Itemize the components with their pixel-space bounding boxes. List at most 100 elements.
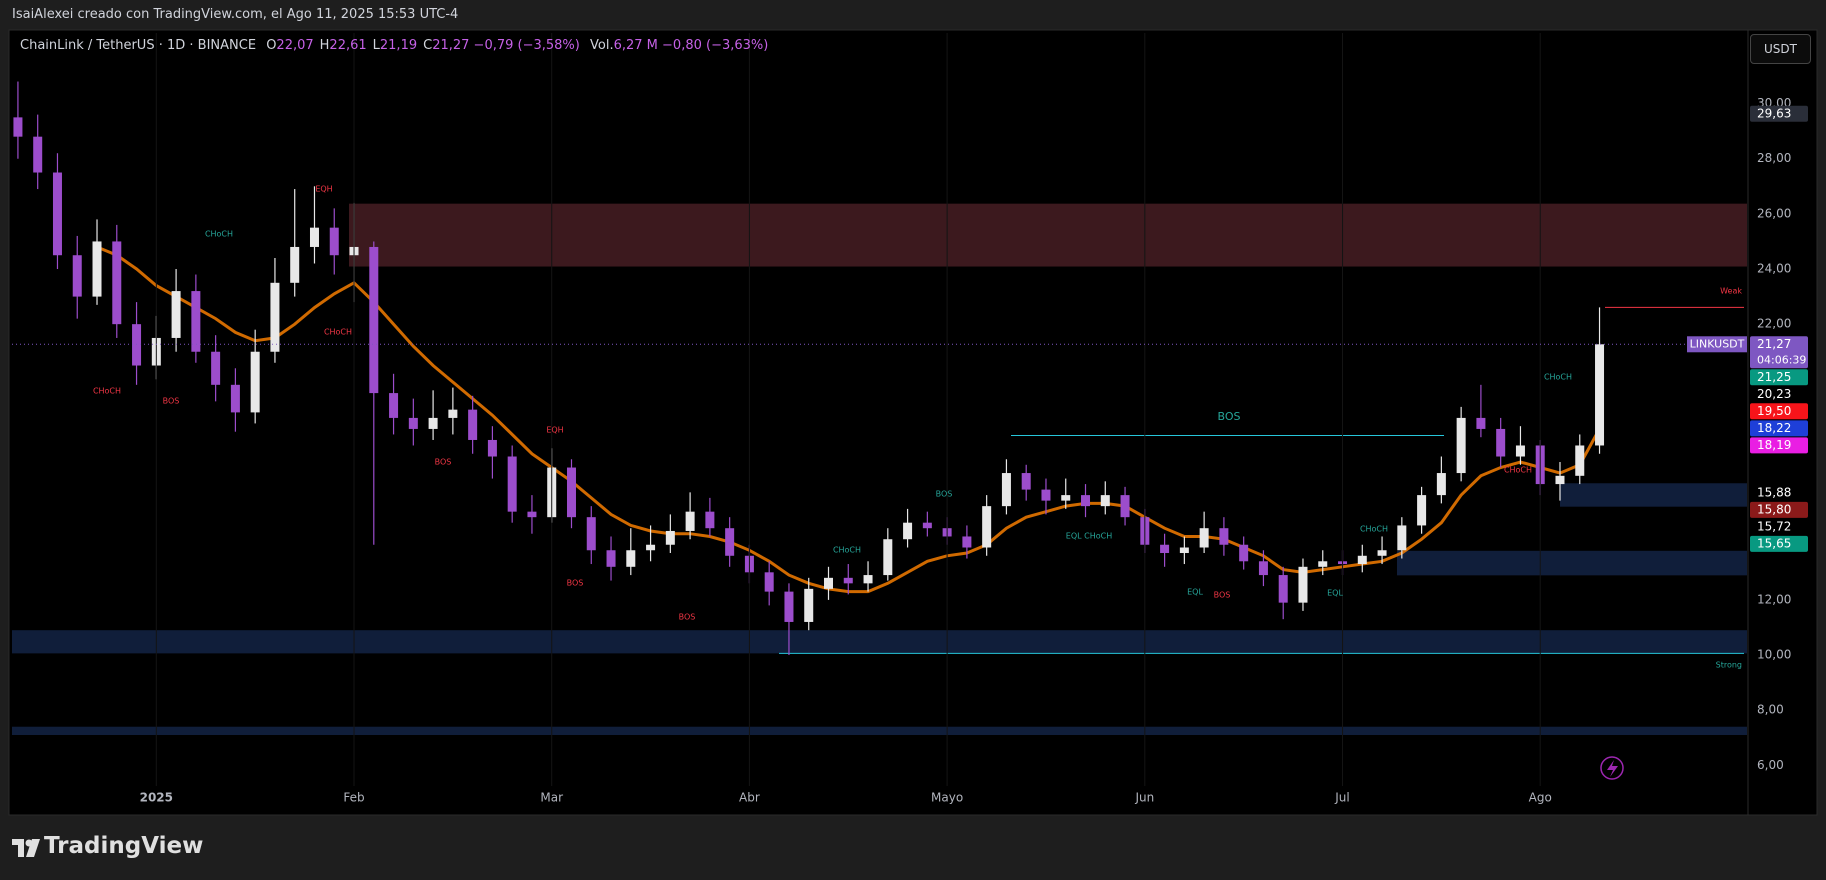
structure-label: BOS [1214, 591, 1231, 600]
candle-body [725, 528, 735, 556]
price-badge [1750, 437, 1808, 454]
structure-label: CHoCH [93, 387, 121, 396]
y-tick-label: 26,00 [1757, 206, 1791, 220]
candle-body [1001, 473, 1011, 507]
candle-body [1436, 473, 1446, 496]
alert-icon-bolt [1607, 760, 1618, 777]
price-badge-label: 15,80 [1757, 502, 1791, 516]
symbol-tag-bg [1687, 336, 1747, 353]
structure-label: EQL [1187, 588, 1203, 597]
currency-button[interactable]: USDT [1750, 34, 1811, 64]
y-tick-label: 22,00 [1757, 317, 1791, 331]
quote: O22,07 H22,61 L21,19 C21,27 [260, 38, 469, 53]
candle-body [389, 393, 399, 418]
candle-body [1357, 555, 1367, 565]
structure-label: EQL CHoCH [1066, 532, 1112, 541]
candle-body [1061, 495, 1071, 501]
price-badge [1749, 385, 1809, 403]
structure-label: EQH [315, 185, 332, 194]
zone [1397, 550, 1747, 576]
candle-body [1515, 445, 1525, 457]
candle-body [1100, 495, 1110, 507]
zone [349, 203, 1747, 267]
price-badge-label: 21,25 [1757, 370, 1791, 384]
price-badge-label: 19,50 [1757, 404, 1791, 418]
candle-body [685, 511, 695, 531]
change: −0,79 (−3,58%) [473, 38, 580, 53]
structure-label: CHoCH [1504, 466, 1532, 475]
x-tick-label: Abr [739, 791, 760, 805]
price-badge [1750, 535, 1808, 552]
structure-label: Weak [1720, 287, 1742, 296]
structure-label: EQH [546, 426, 563, 435]
x-tick-label: 2025 [140, 791, 173, 805]
price-badge [1750, 501, 1808, 518]
candle-body [270, 282, 280, 352]
price-badge [1750, 105, 1808, 122]
symbol-legend: ChainLink / TetherUS · 1D · BINANCE O22,… [20, 38, 768, 53]
candle-body [33, 136, 43, 173]
candle-body [1397, 525, 1407, 551]
candle-body [230, 384, 240, 413]
candle-body [1120, 495, 1130, 518]
candle-body [566, 467, 576, 518]
candle-body [1476, 417, 1486, 429]
quote-key: H [319, 38, 330, 53]
candle-body [1239, 544, 1249, 562]
candle-body [171, 291, 181, 338]
price-badge [1750, 369, 1808, 386]
y-tick-label: 10,00 [1757, 648, 1791, 662]
candle-body [211, 351, 221, 385]
candle-body [843, 577, 853, 584]
volume: 6,27 M [613, 38, 658, 53]
x-tick-label: Feb [343, 791, 364, 805]
structure-label: BOS [435, 458, 452, 467]
candle-body [13, 117, 23, 137]
candle-body [764, 572, 774, 592]
candle-body [1081, 495, 1091, 507]
structure-label: BOS [163, 397, 180, 406]
structure-label: BOS [936, 490, 953, 499]
candle-body [309, 227, 319, 247]
candle-body [804, 588, 814, 622]
price-badge [1750, 420, 1808, 437]
structure-label: Strong [1716, 661, 1742, 670]
candle-body [1417, 495, 1427, 526]
candle-body [1199, 528, 1209, 548]
price-badge-label: 20,23 [1757, 387, 1791, 401]
candle-body [408, 417, 418, 429]
candle-body [1021, 473, 1031, 490]
candle-body [112, 241, 122, 325]
price-badge-label: 18,22 [1757, 421, 1791, 435]
zone [1560, 483, 1747, 507]
candle-body [903, 522, 913, 540]
countdown: 04:06:39 [1757, 353, 1806, 366]
price-badge [1749, 518, 1809, 536]
candle-body [507, 456, 517, 512]
candle-body [92, 241, 102, 297]
zone [12, 726, 1747, 735]
symbol[interactable]: ChainLink / TetherUS · 1D · BINANCE [20, 38, 257, 53]
volume-change: −0,80 (−3,63%) [662, 38, 769, 53]
candle-body [250, 351, 260, 413]
candle-body [72, 255, 82, 297]
candle-body [626, 550, 636, 567]
price-badge [1750, 336, 1808, 369]
x-tick-label: Mar [540, 791, 563, 805]
y-tick-label: 6,00 [1757, 758, 1784, 772]
structure-label: BOS [1218, 410, 1241, 423]
candle-body [922, 522, 932, 529]
candle-body [1219, 528, 1229, 545]
y-tick-label: 28,00 [1757, 151, 1791, 165]
candle-body [1496, 428, 1506, 457]
candle-body [1258, 561, 1268, 576]
price-badge-label: 15,88 [1757, 485, 1791, 499]
candle-body [369, 246, 379, 394]
price-badge-label: 18,19 [1757, 438, 1791, 452]
candle-body [705, 511, 715, 529]
quote-key: L [372, 38, 380, 53]
alert-icon[interactable] [1600, 756, 1624, 780]
candle-body [1298, 566, 1308, 603]
candle-body [1575, 445, 1585, 476]
price-badge-label: 29,63 [1757, 106, 1791, 120]
